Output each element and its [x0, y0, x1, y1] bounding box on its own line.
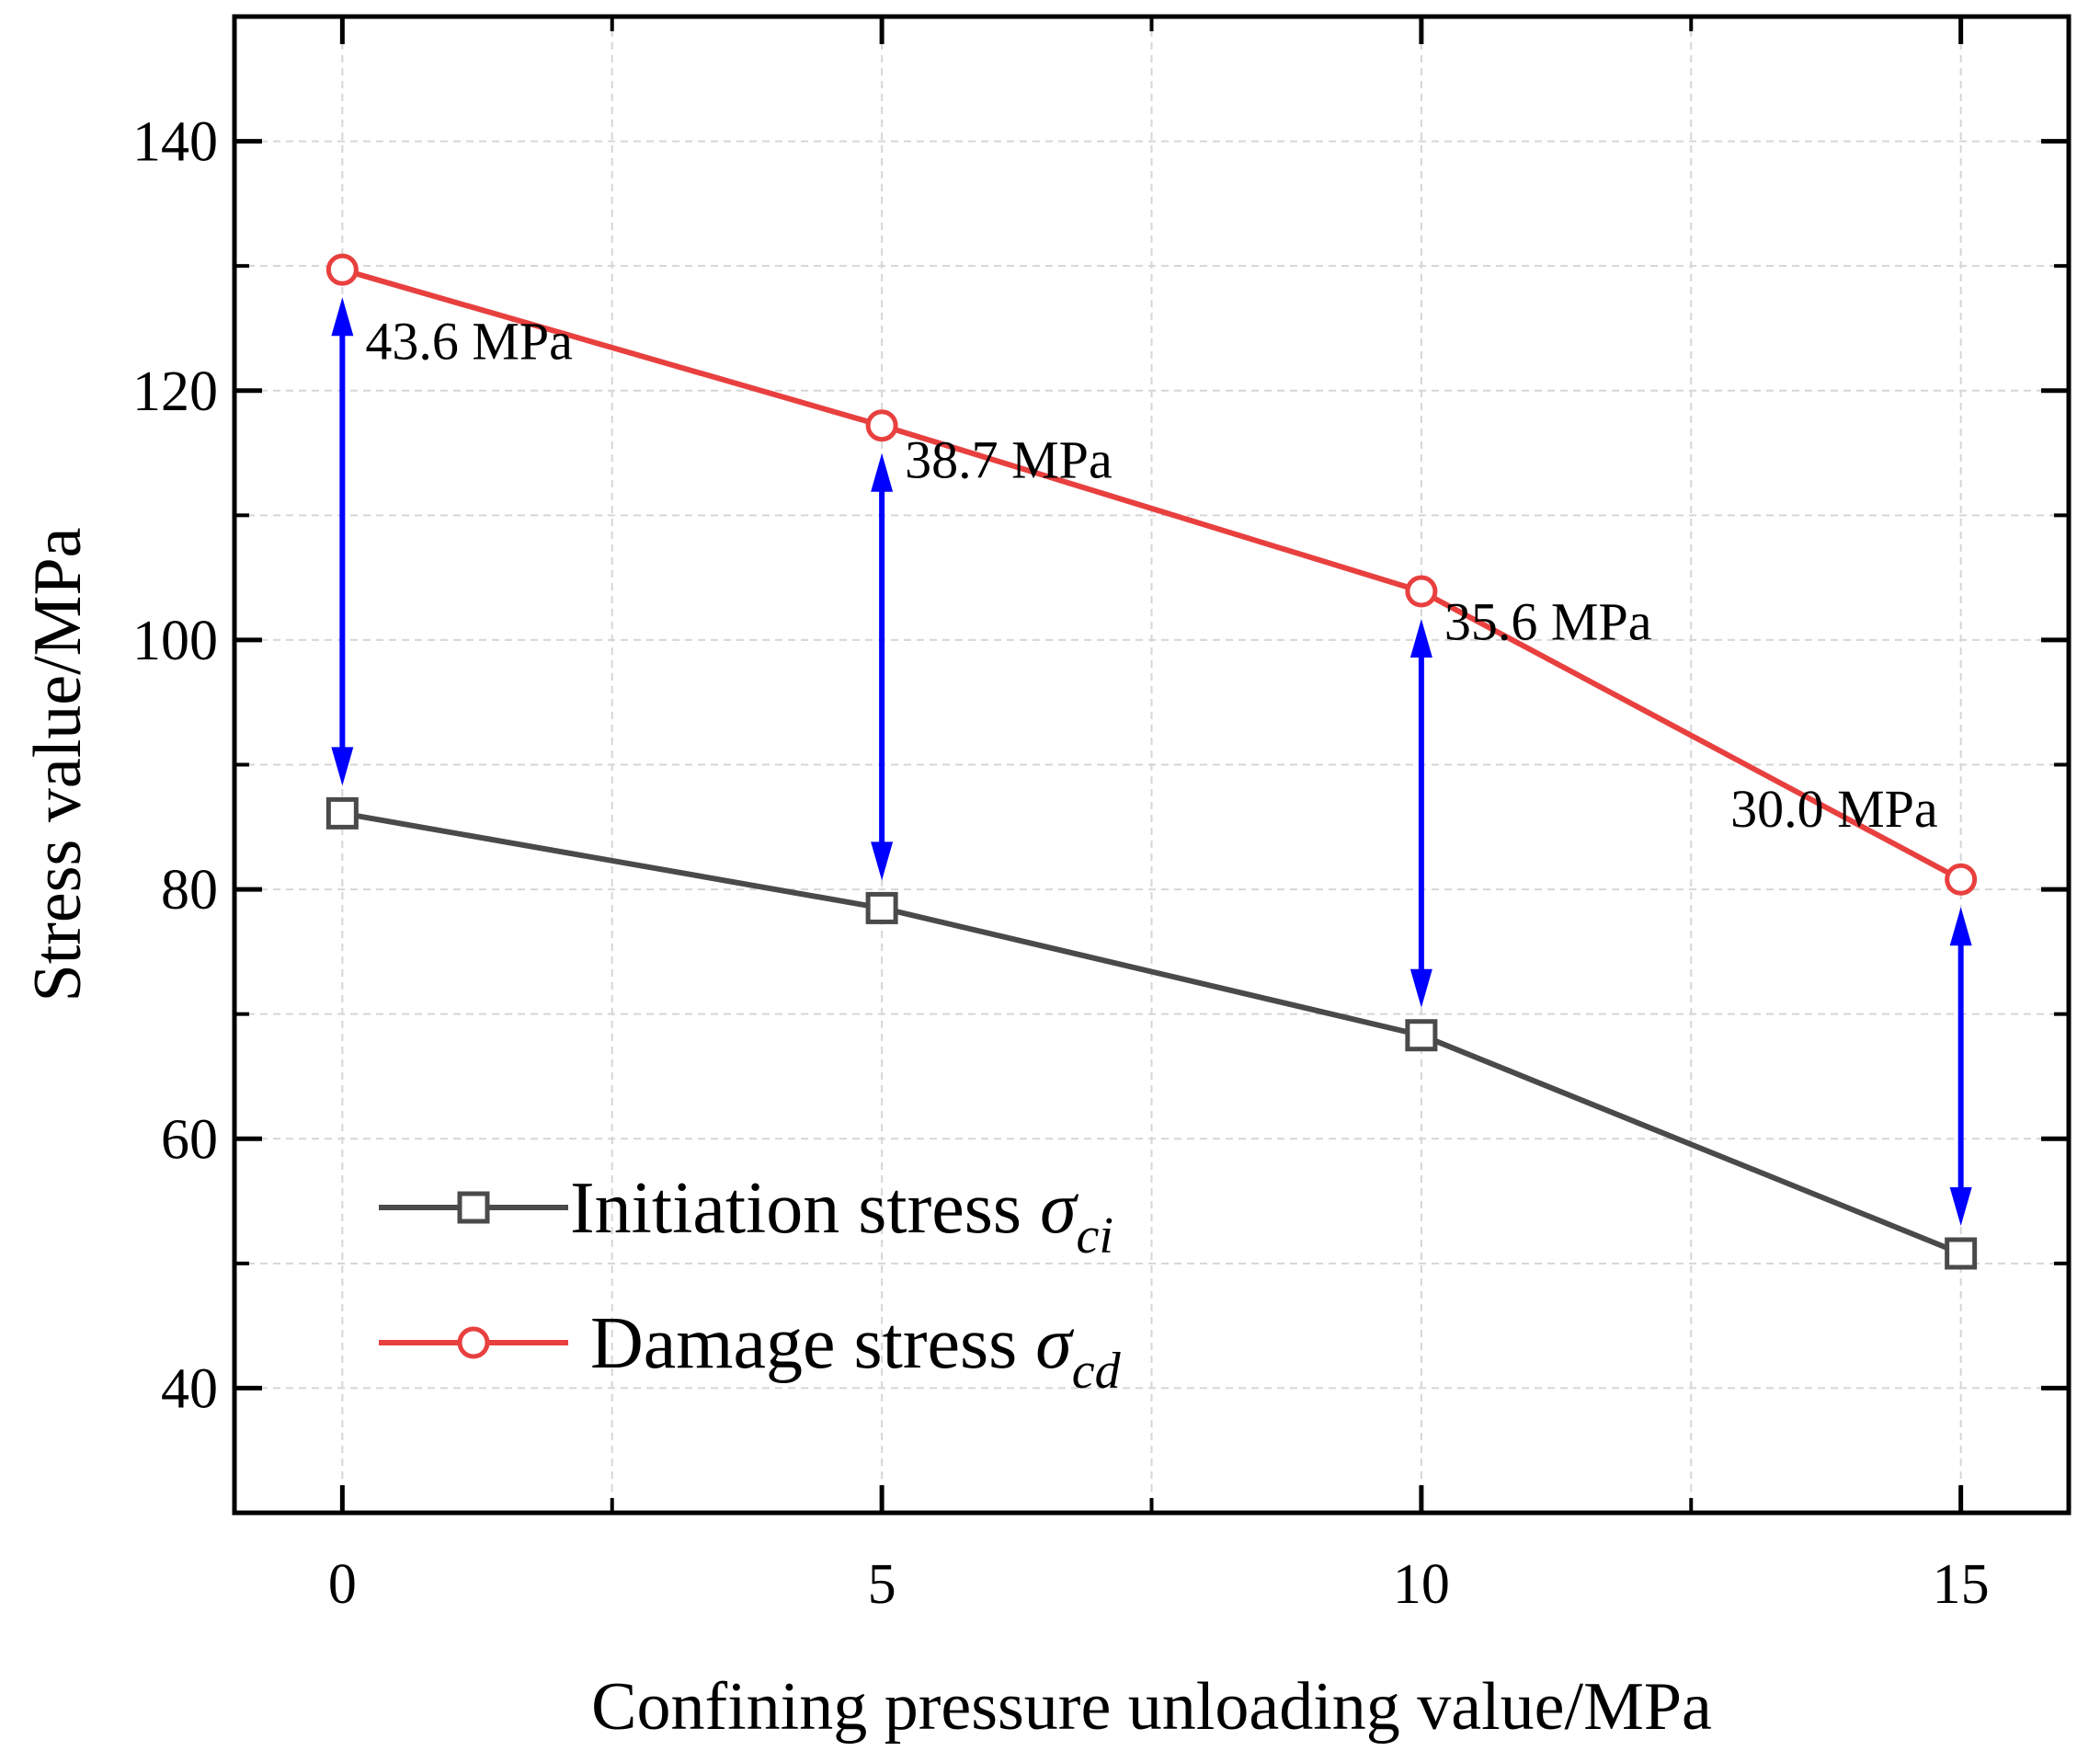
series-line [341, 810, 1962, 1256]
gap-arrow-head-up [331, 297, 354, 337]
gap-annotation-label: 35.6 MPa [1444, 592, 1652, 652]
legend-subscript: ci [1077, 1207, 1113, 1265]
gap-annotation: 43.6 MPa [331, 297, 573, 786]
x-tick-label: 0 [328, 1553, 357, 1616]
gap-arrow-head-down [331, 747, 354, 786]
gap-arrow-head-up [1949, 907, 1972, 946]
gap-arrow-head-down [871, 841, 894, 881]
data-point [865, 891, 898, 924]
x-tick-label: 5 [868, 1553, 896, 1616]
grid-lines [234, 17, 2069, 1513]
series-initiation-stress [325, 796, 1978, 1270]
gap-annotation: 35.6 MPa [1410, 592, 1652, 1008]
legend-entry: Damage stress σcd [379, 1303, 1122, 1400]
gap-annotations: 43.6 MPa 38.7 MPa 35.6 MPa 30.0 MPa [331, 297, 1972, 1226]
data-point [325, 796, 359, 830]
gap-annotation-label: 38.7 MPa [905, 429, 1113, 489]
y-axis-title: Stress value/MPa [20, 528, 96, 1002]
legend-entry: Initiation stress σci [379, 1168, 1113, 1265]
series-line [341, 267, 1963, 882]
data-point [865, 409, 898, 442]
legend-label: Damage stress σcd [590, 1303, 1122, 1400]
gap-arrow-head-down [1410, 968, 1432, 1008]
legend-marker [457, 1326, 490, 1359]
y-tick-label: 40 [161, 1357, 218, 1420]
axis-ticks: 0 5 10 15 40 60 80 100 120 140 [132, 17, 2069, 1616]
plot-frame [232, 14, 2071, 1516]
gap-annotation: 38.7 MPa [871, 429, 1113, 881]
legend-label: Initiation stress σci [570, 1168, 1113, 1265]
y-tick-label: 80 [161, 859, 218, 921]
gap-annotation-label: 43.6 MPa [365, 312, 573, 372]
data-point [1945, 863, 1978, 896]
x-axis-title: Confining pressure unloading value/MPa [591, 1669, 1712, 1745]
y-tick-label: 120 [132, 360, 218, 423]
y-tick-label: 140 [132, 111, 218, 174]
data-point [1945, 1237, 1978, 1270]
y-tick-label: 60 [161, 1108, 218, 1171]
gap-arrow-head-down [1949, 1186, 1972, 1226]
x-tick-label: 15 [1933, 1553, 1990, 1616]
legend-symbol: σ [1035, 1303, 1074, 1384]
legend-marker [457, 1191, 490, 1224]
x-tick-label: 10 [1393, 1553, 1450, 1616]
legend-symbol: σ [1040, 1168, 1079, 1249]
series-layer [325, 253, 1978, 1270]
legend-name: Damage stress [590, 1303, 1035, 1384]
data-point [1405, 575, 1438, 608]
legend-name: Initiation stress [570, 1168, 1040, 1249]
legend-subscript: cd [1072, 1343, 1122, 1400]
gap-arrow-head-up [1410, 619, 1432, 658]
data-point [1405, 1019, 1438, 1052]
y-tick-label: 100 [132, 610, 218, 672]
gap-annotation: 30.0 MPa [1730, 779, 1972, 1226]
data-point [325, 253, 359, 286]
gap-annotation-label: 30.0 MPa [1730, 779, 1938, 839]
series-damage-stress [325, 253, 1978, 896]
gap-arrow-head-up [871, 452, 894, 492]
